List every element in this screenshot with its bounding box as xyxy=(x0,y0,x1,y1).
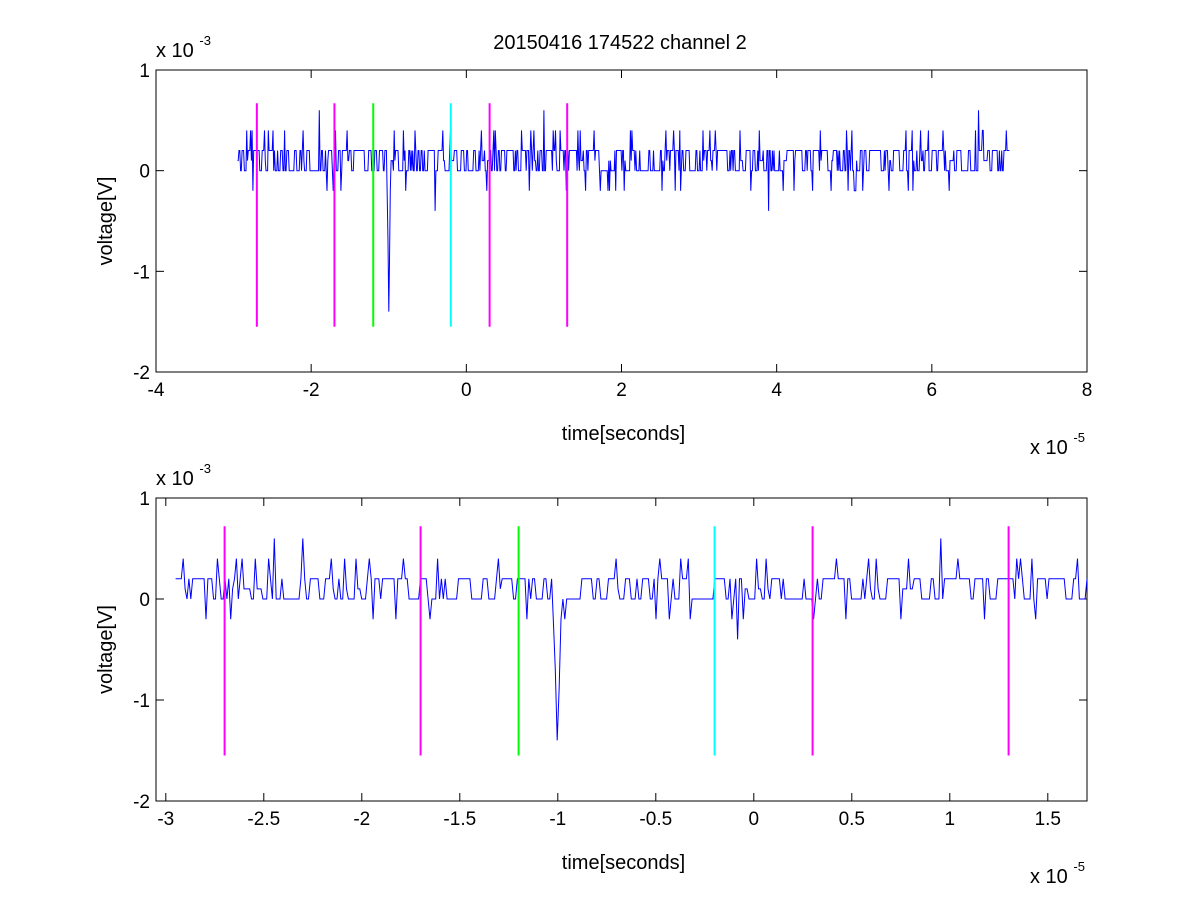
figure-title: 20150416 174522 channel 2 xyxy=(493,32,747,54)
x-exponent-value: -5 xyxy=(1073,430,1085,445)
bottom-plot-panel: -3 -2.5 -2 -1.5 -1 -0.5 0 0.5 1 1.5 -2 -1 0 1 time[sec… xyxy=(95,461,1088,888)
x-tick-label: 0 xyxy=(749,809,760,830)
x-tick-label: 1.5 xyxy=(1035,809,1061,830)
y-tick-label: -1 xyxy=(133,691,150,712)
y-tick-label: -1 xyxy=(133,262,150,283)
x-tick-label: -3 xyxy=(157,809,174,830)
axes-box xyxy=(155,497,1088,802)
y-tick-label: 1 xyxy=(139,489,150,510)
signal-trace xyxy=(237,110,1010,312)
x-tick-label: 6 xyxy=(927,380,938,401)
y-exponent-label: x 10 -3 xyxy=(156,461,211,490)
x-tick-label: -2 xyxy=(353,809,370,830)
y-exponent-label: x 10 -3 xyxy=(156,33,211,62)
x-tick-label: 0 xyxy=(461,380,472,401)
x-tick-label: -2.5 xyxy=(247,809,280,830)
x-exponent-value: -5 xyxy=(1073,859,1085,874)
y-exponent-value: -3 xyxy=(199,33,211,48)
x-tick-label: 4 xyxy=(771,380,782,401)
y-axis-label: voltage[V] xyxy=(95,605,117,694)
x-tick-label: 2 xyxy=(616,380,627,401)
x-tick-label: -2 xyxy=(303,380,320,401)
x-tick-label: 0.5 xyxy=(839,809,865,830)
x-axis-label: time[seconds] xyxy=(562,852,685,874)
top-plot-panel: -4 -2 0 2 4 6 8-2-101time[seconds]voltage[V]x … xyxy=(95,33,1092,459)
y-tick-label: -2 xyxy=(133,363,150,384)
x-exponent-label: x 10 -5 xyxy=(1030,430,1085,459)
x-tick-label: 8 xyxy=(1082,380,1093,401)
y-tick-label: -2 xyxy=(133,792,150,813)
y-tick-label: 0 xyxy=(139,162,150,183)
y-exponent-value: -3 xyxy=(199,461,211,476)
y-tick-label: 1 xyxy=(139,61,150,82)
x-exponent-label: x 10 -5 xyxy=(1030,859,1085,888)
signal-trace xyxy=(175,538,1088,741)
y-tick-label: 0 xyxy=(139,590,150,611)
x-tick-label: -1.5 xyxy=(443,809,476,830)
x-tick-label: -4 xyxy=(148,380,165,401)
x-tick-label: -0.5 xyxy=(639,809,672,830)
x-axis-label: time[seconds] xyxy=(562,423,685,445)
y-axis-label: voltage[V] xyxy=(95,177,117,266)
axes-box xyxy=(155,69,1088,373)
x-tick-label: -1 xyxy=(549,809,566,830)
x-tick-label: 1 xyxy=(945,809,956,830)
